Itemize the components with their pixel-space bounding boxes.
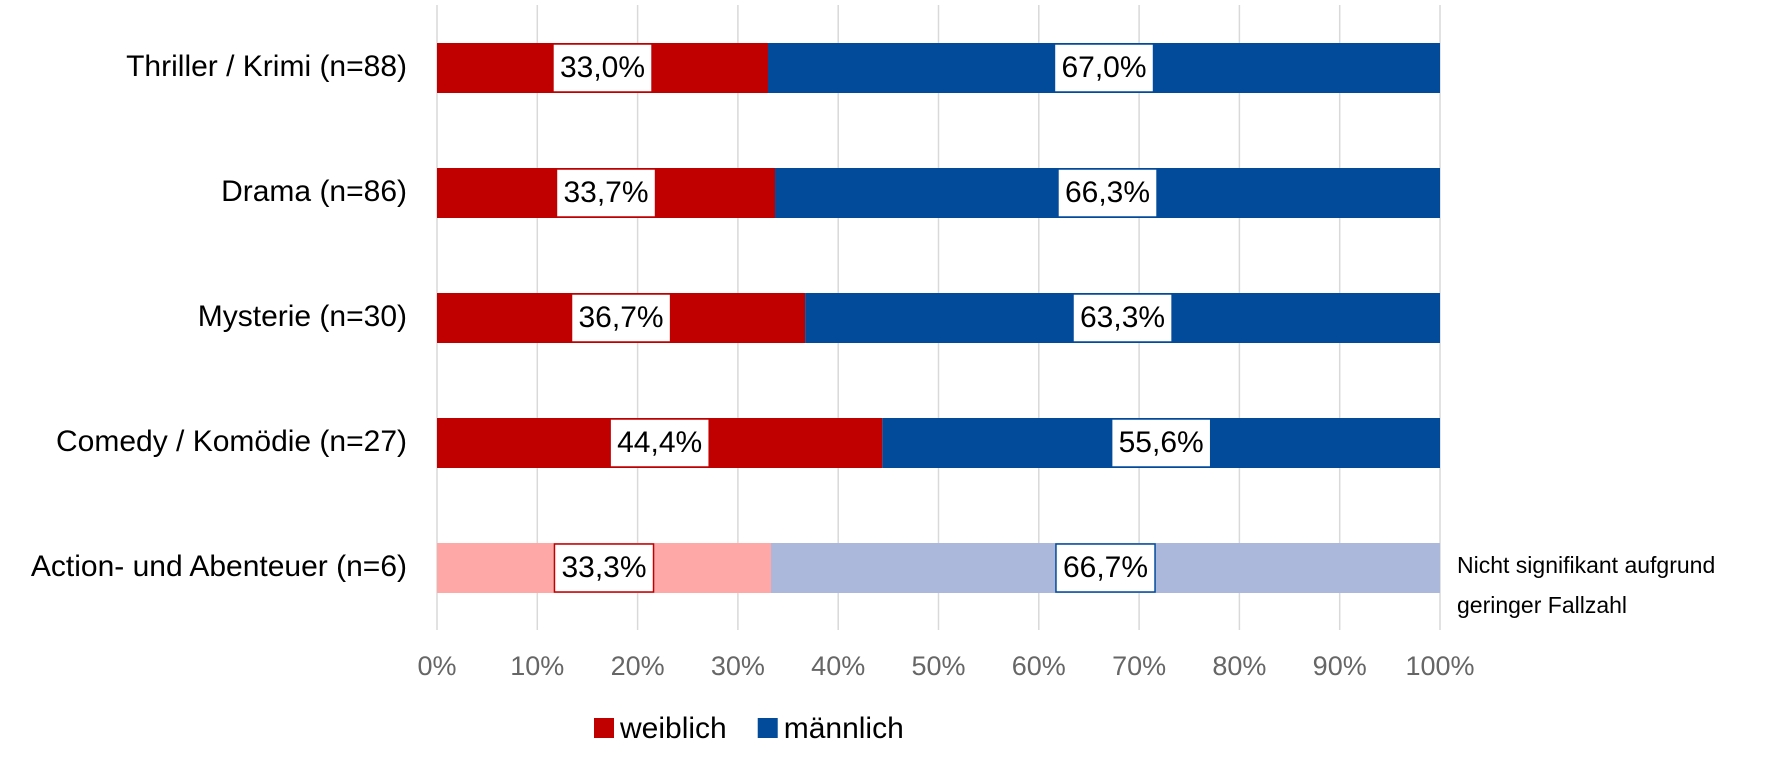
value-label-box <box>1053 43 1155 93</box>
x-tick-label: 80% <box>1212 651 1266 681</box>
value-label-box <box>555 168 657 218</box>
value-label: 33,3% <box>561 551 646 584</box>
value-label: 36,7% <box>579 301 664 334</box>
y-tick-label: Thriller / Krimi (n=88) <box>126 50 407 83</box>
value-label: 33,7% <box>563 176 648 209</box>
y-tick-label: Drama (n=86) <box>221 175 407 208</box>
x-tick-label: 20% <box>611 651 665 681</box>
value-label: 66,7% <box>1063 551 1148 584</box>
value-label-box <box>553 543 655 593</box>
value-label-box <box>552 43 653 93</box>
value-label: 66,3% <box>1065 176 1150 209</box>
y-tick-label: Mysterie (n=30) <box>198 300 407 333</box>
x-tick-label: 30% <box>711 651 765 681</box>
x-tick-label: 10% <box>510 651 564 681</box>
legend-swatch <box>757 718 778 738</box>
annotation: geringer Fallzahl <box>1457 592 1627 618</box>
x-tick-label: 0% <box>417 651 456 681</box>
value-label-box <box>570 293 672 343</box>
value-label-box <box>1055 543 1156 593</box>
value-label-box <box>1057 168 1158 218</box>
value-label: 67,0% <box>1061 51 1146 84</box>
value-label: 44,4% <box>617 426 702 459</box>
legend-label: weiblich <box>619 712 727 745</box>
annotation: Nicht signifikant aufgrund <box>1457 552 1715 578</box>
y-tick-label: Action- und Abenteuer (n=6) <box>31 550 407 583</box>
legend-swatch <box>594 718 614 738</box>
value-label: 63,3% <box>1080 301 1165 334</box>
x-tick-label: 90% <box>1313 651 1367 681</box>
value-label-box <box>1072 293 1173 343</box>
x-tick-label: 50% <box>911 651 965 681</box>
legend-label: männlich <box>784 712 904 745</box>
value-label-box <box>609 418 710 468</box>
x-tick-label: 60% <box>1012 651 1066 681</box>
value-label: 55,6% <box>1119 426 1204 459</box>
value-label: 33,0% <box>560 51 645 84</box>
x-tick-label: 40% <box>811 651 865 681</box>
x-tick-label: 70% <box>1112 651 1166 681</box>
y-tick-label: Comedy / Komödie (n=27) <box>56 425 407 458</box>
value-label-box <box>1110 418 1212 468</box>
x-tick-label: 100% <box>1405 651 1474 681</box>
